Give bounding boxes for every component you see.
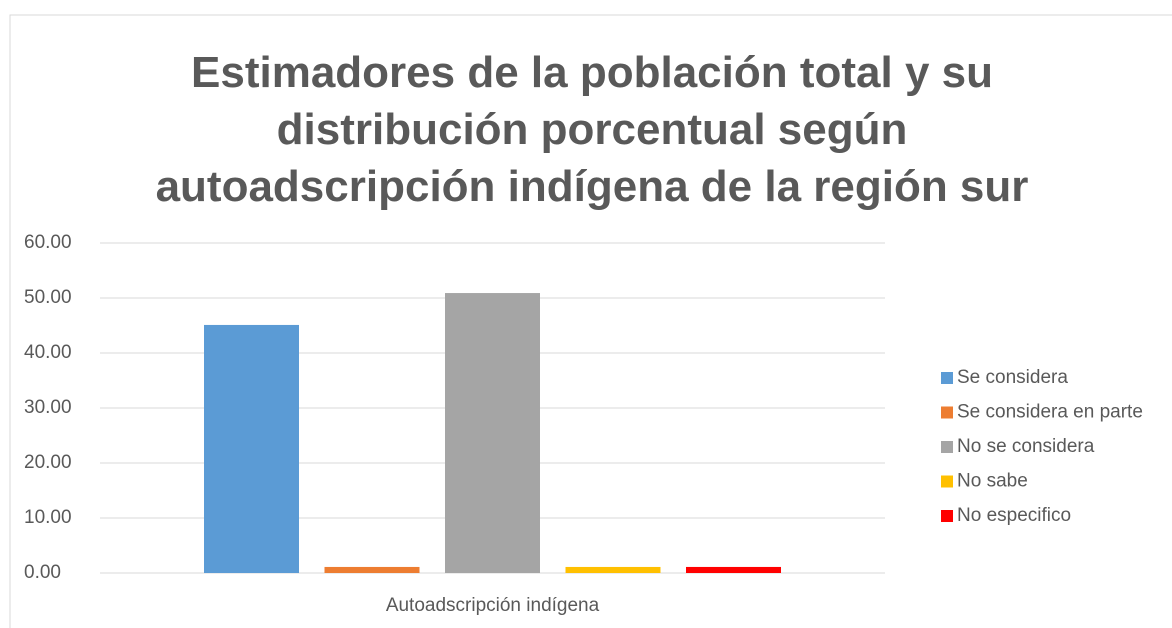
legend-label: No sabe [957, 471, 1028, 492]
y-tick-label: 20.00 [24, 452, 72, 473]
bar [445, 293, 540, 573]
chart-title: Estimadores de la población total y su d… [155, 48, 1029, 211]
y-tick-label: 30.00 [24, 397, 72, 418]
legend-swatch [941, 441, 953, 453]
bar [686, 566, 781, 573]
y-tick-label: 10.00 [24, 507, 72, 528]
legend-label: Se considera [957, 367, 1068, 388]
y-tick-label: 60.00 [24, 232, 72, 253]
legend-label: No especifico [957, 505, 1071, 526]
legend-swatch [941, 372, 953, 384]
y-tick-label: 50.00 [24, 287, 72, 308]
bar [204, 324, 299, 573]
bar [324, 566, 420, 573]
y-tick-label: 40.00 [24, 342, 72, 363]
bar [565, 566, 661, 573]
legend-swatch [941, 510, 953, 522]
legend-label: Se considera en parte [957, 402, 1143, 423]
y-tick-label: 0.00 [24, 562, 61, 583]
legend-label: No se considera [957, 436, 1095, 457]
chart-border [9, 14, 1172, 628]
legend-swatch [941, 406, 953, 419]
x-tick-label: Autoadscripción indígena [386, 595, 600, 616]
legend-swatch [941, 475, 953, 488]
